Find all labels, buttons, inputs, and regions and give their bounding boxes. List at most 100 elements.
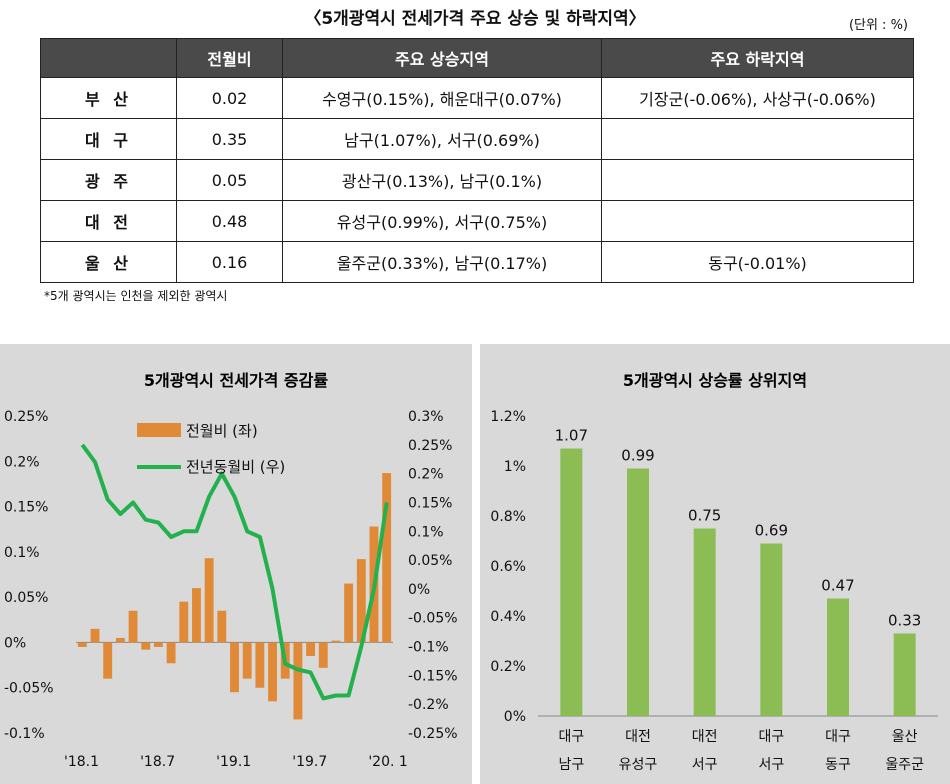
x-tick: '19.7: [292, 754, 327, 770]
unit-label: (단위 : %): [848, 18, 908, 33]
bar: [760, 543, 783, 716]
left-y-tick: 0.15%: [4, 500, 48, 516]
left-y-tick: 0.2%: [4, 454, 40, 470]
data-label: 0.47: [821, 577, 854, 595]
y-tick: 1%: [504, 459, 526, 475]
data-label: 0.99: [621, 447, 654, 465]
table-title: 〈5개광역시 전세가격 주요 상승 및 하락지역〉: [304, 9, 646, 29]
mom-cell: 0.48: [176, 200, 283, 242]
bar-mom: [153, 642, 163, 647]
bar-mom: [293, 642, 303, 720]
table-row: 울 산 0.16 울주군(0.33%), 남구(0.17%) 동구(-0.01%…: [40, 241, 914, 283]
right-y-tick: -0.2%: [408, 697, 449, 713]
data-label: 0.75: [688, 507, 721, 525]
left-y-tick: 0%: [4, 635, 26, 651]
left-y-tick: -0.05%: [4, 681, 54, 697]
left-y-tick: 0.25%: [4, 409, 48, 425]
x-tick-line1: 울산: [892, 729, 918, 745]
x-tick-line2: 서구: [692, 757, 718, 773]
legend-line-label: 전년동월비 (우): [186, 458, 285, 476]
footnote: *5개 광역시는 인천을 제외한 광역시: [44, 289, 228, 303]
x-tick-line1: 대구: [558, 729, 584, 745]
fall-cell: [601, 200, 914, 242]
bar-mom: [192, 588, 201, 643]
right-y-tick: 0.05%: [408, 553, 452, 569]
bar-mom: [255, 642, 265, 688]
bar-mom: [217, 610, 227, 643]
x-tick-line2: 울주군: [885, 757, 924, 773]
fall-cell: [601, 118, 914, 160]
bar: [893, 633, 916, 716]
header-fall: 주요 하락지역: [601, 38, 914, 78]
chart-title: 5개광역시 상승률 상위지역: [623, 371, 807, 390]
fall-cell: [601, 159, 914, 201]
combo-chart: 5개광역시 전세가격 증감률 0.25% 0.2% 0.15% 0.1% 0.05% 0%…: [4, 371, 458, 770]
bar-mom: [230, 642, 239, 693]
mom-cell: 0.35: [176, 118, 283, 160]
region-cell: 광 주: [40, 159, 177, 201]
mom-cell: 0.16: [176, 241, 283, 283]
bar-mom: [90, 628, 100, 643]
bar-mom: [306, 642, 316, 657]
mom-cell: 0.02: [176, 77, 283, 119]
left-y-tick: -0.1%: [4, 726, 45, 742]
y-tick: 0.2%: [490, 659, 526, 675]
right-y-tick: -0.1%: [408, 640, 449, 656]
bar-mom: [318, 642, 328, 668]
bar: [560, 448, 583, 716]
bar-mom: [179, 601, 189, 643]
right-chart-panel: 5개광역시 상승률 상위지역 1.2% 1% 0.8% 0.6% 0.4% 0.2% 0% …: [480, 344, 950, 784]
bar: [827, 598, 849, 716]
bar-mom: [204, 558, 214, 643]
y-tick: 0%: [504, 709, 526, 725]
region-table: 전월비 주요 상승지역 주요 하락지역 부 산 0.02 수영구(0.15%),…: [40, 38, 914, 283]
left-y-tick: 0.05%: [4, 590, 48, 606]
bar: [693, 528, 716, 716]
y-tick: 0.8%: [490, 509, 526, 525]
bar-mom: [356, 559, 366, 643]
mom-cell: 0.05: [176, 159, 283, 201]
bar-mom: [115, 637, 125, 643]
fall-cell: 동구(-0.01%): [601, 241, 914, 283]
bar-mom: [166, 642, 176, 664]
bar-mom: [77, 642, 87, 647]
y-tick: 0.4%: [490, 609, 526, 625]
region-cell: 대 구: [40, 118, 177, 160]
bar-chart: 5개광역시 상승률 상위지역 1.2%1%0.8%0.6%0.4%0.2%0% …: [490, 371, 938, 773]
x-tick-line1: 대구: [758, 729, 784, 745]
bar-mom: [331, 640, 341, 643]
right-y-tick: -0.25%: [408, 726, 458, 742]
header-blank: [40, 38, 177, 78]
x-tick: '18.1: [64, 754, 99, 770]
region-cell: 부 산: [40, 77, 177, 119]
right-y-tick: 0.25%: [408, 438, 452, 454]
y-tick: 1.2%: [490, 409, 526, 425]
legend-bar-label: 전월비 (좌): [186, 422, 258, 440]
bar-mom: [128, 610, 138, 643]
left-chart-panel: 5개광역시 전세가격 증감률 0.25% 0.2% 0.15% 0.1% 0.05% 0%…: [0, 344, 472, 784]
right-y-tick: 0.3%: [408, 409, 444, 425]
table-row: 광 주 0.05 광산구(0.13%), 남구(0.1%): [40, 159, 914, 201]
right-y-tick: 0.15%: [408, 495, 452, 511]
x-tick-line1: 대전: [692, 729, 718, 745]
table-row: 부 산 0.02 수영구(0.15%), 해운대구(0.07%) 기장군(-0.…: [40, 77, 914, 119]
bar-mom: [242, 642, 252, 679]
region-cell: 울 산: [40, 241, 177, 283]
region-cell: 대 전: [40, 200, 177, 242]
fall-cell: 기장군(-0.06%), 사상구(-0.06%): [601, 77, 914, 119]
chart-title: 5개광역시 전세가격 증감률: [144, 371, 328, 390]
legend-bar-swatch: [137, 423, 181, 437]
bar-mom: [344, 583, 354, 643]
x-tick-line2: 유성구: [619, 757, 658, 773]
rise-cell: 광산구(0.13%), 남구(0.1%): [282, 159, 602, 201]
rise-cell: 유성구(0.99%), 서구(0.75%): [282, 200, 602, 242]
header-mom: 전월비: [176, 38, 283, 78]
right-y-tick: 0.2%: [408, 467, 444, 483]
line-yoy: [80, 443, 389, 701]
y-tick: 0.6%: [490, 559, 526, 575]
x-tick-line1: 대구: [825, 729, 851, 745]
x-tick: '18.7: [140, 754, 175, 770]
table-row: 대 구 0.35 남구(1.07%), 서구(0.69%): [40, 118, 914, 160]
bar: [627, 468, 649, 716]
rise-cell: 수영구(0.15%), 해운대구(0.07%): [282, 77, 602, 119]
